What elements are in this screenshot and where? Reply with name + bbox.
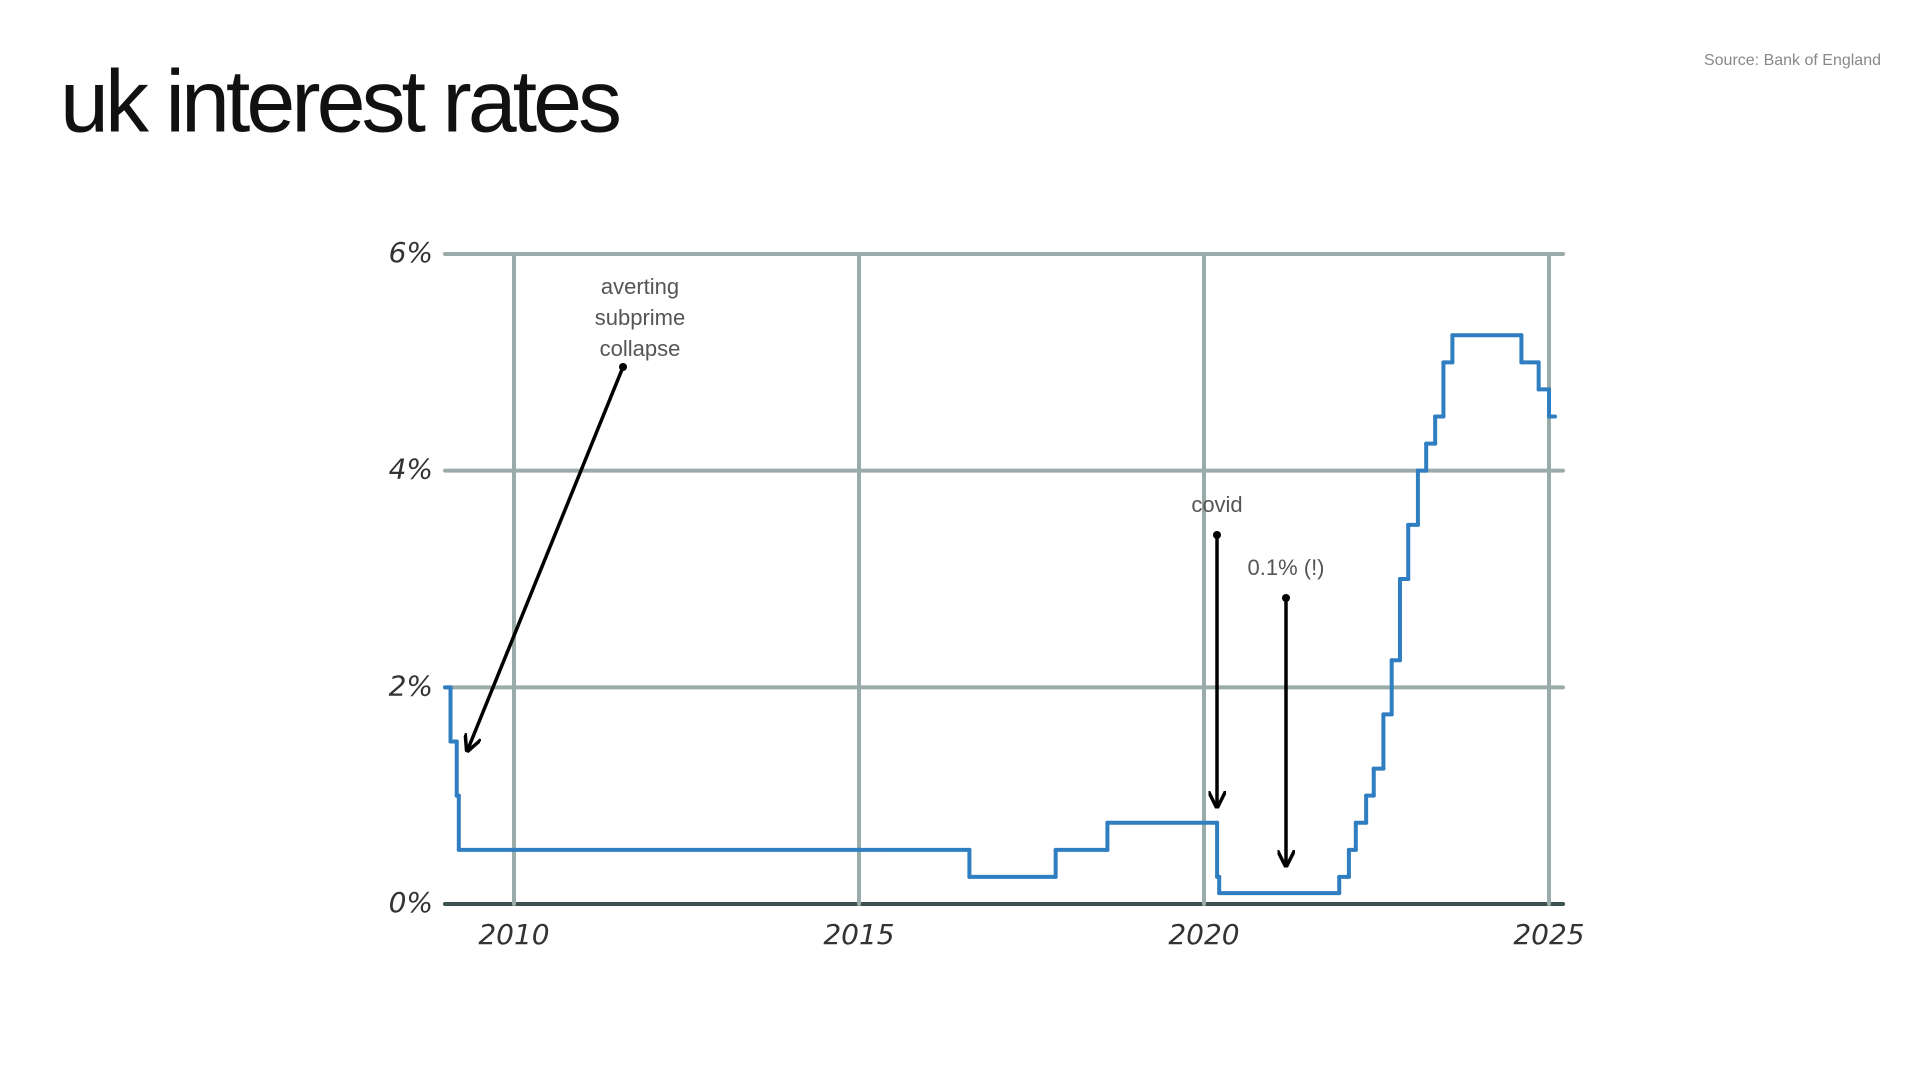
annotation: covid [1191,492,1242,517]
y-tick-label: 0% [389,886,433,919]
x-tick-label: 2015 [823,918,894,951]
x-tick-label: 2025 [1513,918,1584,951]
chart-title: uk interest rates [60,51,619,150]
grid: 0% 2% 4% 6% 2010 2015 2020 2025 [389,236,1585,951]
annotation-arrows [468,363,1290,864]
annotation: subprime [595,305,685,330]
y-tick-label: 2% [389,669,433,702]
arrow [468,366,625,749]
x-tick-label: 2010 [478,918,549,951]
y-tick-label: 6% [389,236,433,269]
series [443,333,1557,896]
y-tick-label: 4% [389,453,433,486]
annotation: collapse [600,336,681,361]
x-tick-label: 2020 [1168,918,1239,951]
annotation: 0.1% (!) [1247,555,1324,580]
annotation: averting [601,274,679,299]
source-note: Source: Bank of England [1704,52,1881,69]
annotations: averting subprime collapse covid 0.1% (!) [595,274,1325,580]
